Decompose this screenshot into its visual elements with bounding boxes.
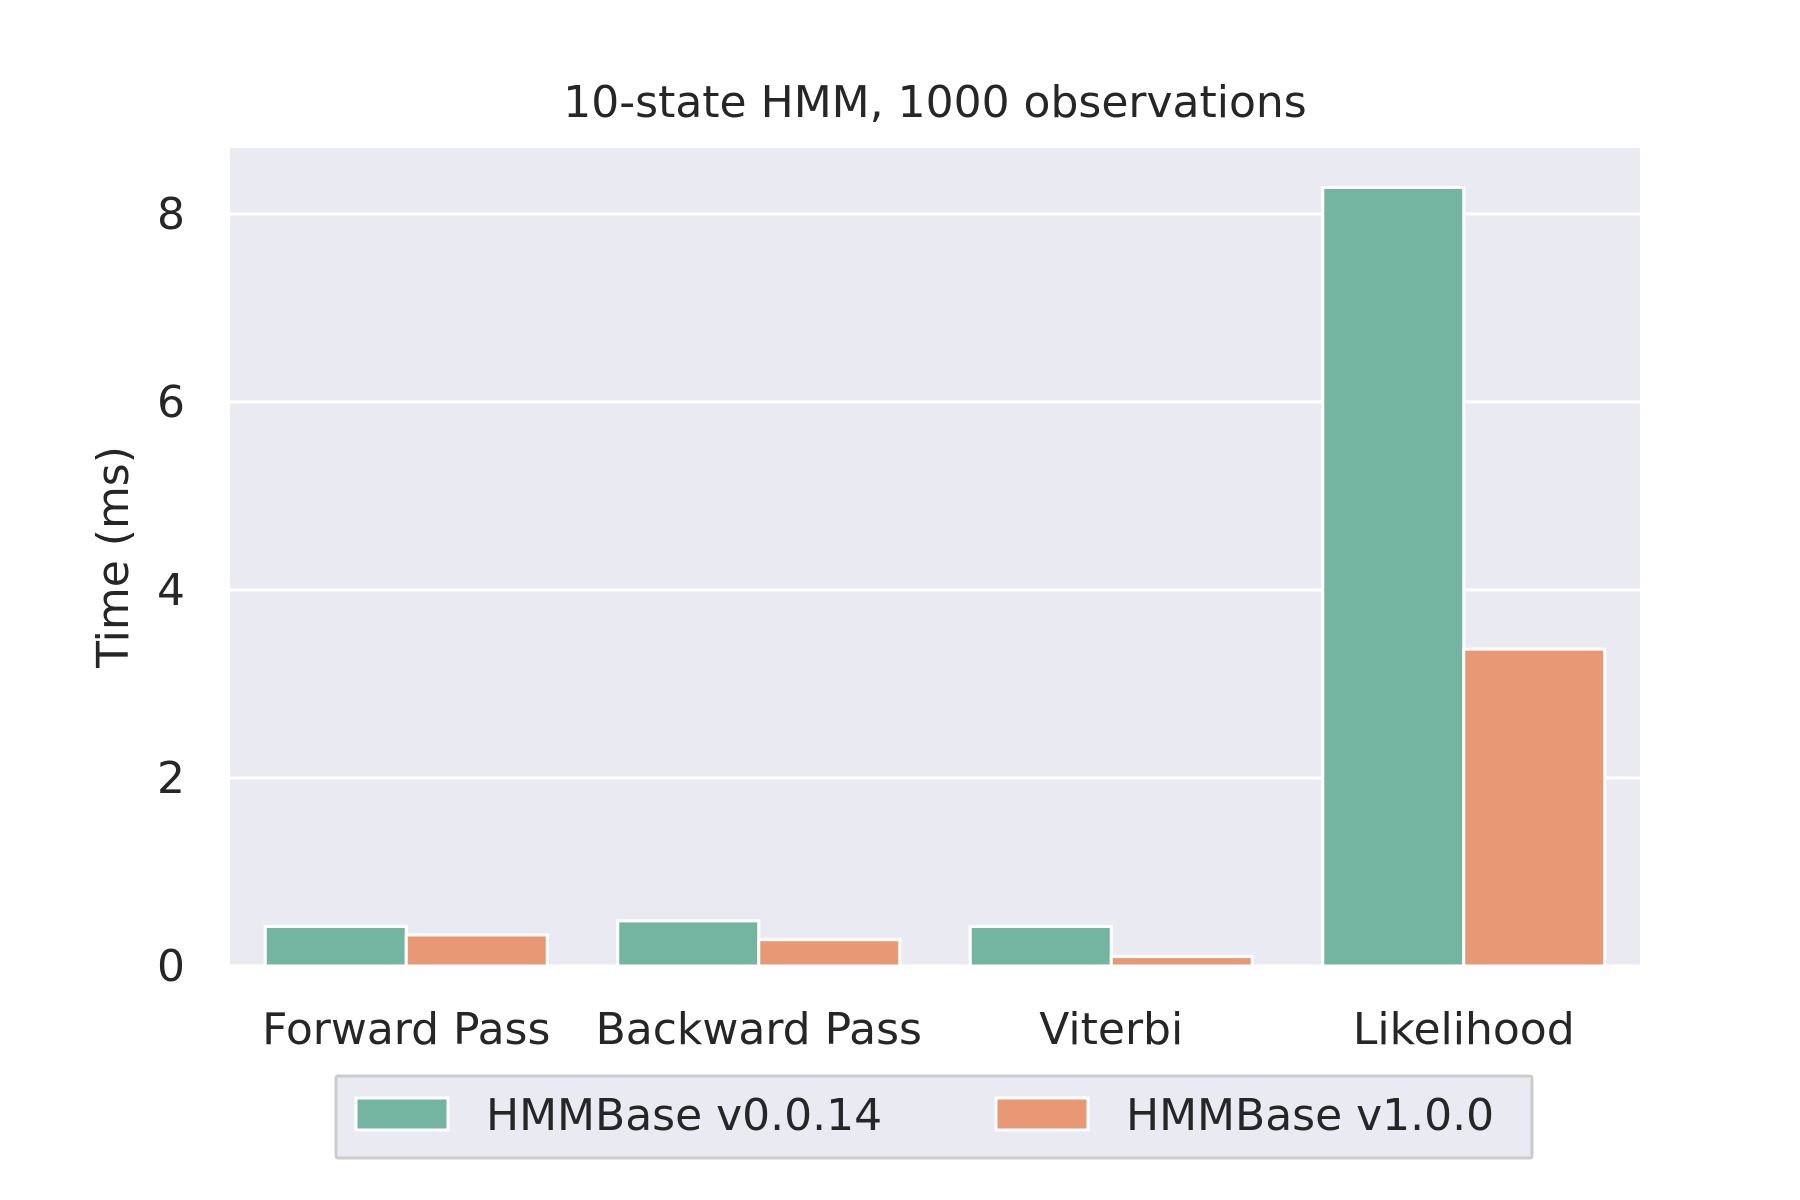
bars [263, 185, 1607, 968]
y-tick-label: 2 [157, 753, 185, 804]
chart-title: 10-state HMM, 1000 observations [563, 77, 1306, 128]
y-axis-ticks: 0 2 4 6 8 [157, 189, 185, 992]
x-tick-label: Backward Pass [596, 1004, 922, 1055]
x-tick-label: Likelihood [1353, 1004, 1575, 1055]
bar-likelihood-series-2 [1462, 647, 1607, 968]
y-tick-label: 4 [157, 565, 185, 616]
bar-backward-pass-series-1 [616, 919, 761, 968]
y-tick-label: 6 [157, 377, 185, 428]
legend-swatch [994, 1096, 1090, 1132]
bar-forward-pass-series-1 [263, 925, 408, 968]
x-axis-ticks: Forward Pass Backward Pass Viterbi Likeliho… [262, 1004, 1575, 1055]
legend: HMMBase v0.0.14 HMMBase v1.0.0 [334, 1074, 1534, 1160]
x-tick-label: Viterbi [1039, 1004, 1183, 1055]
y-axis-label: Time (ms) [88, 446, 139, 669]
bar-forward-pass-series-2 [404, 933, 549, 968]
legend-label: HMMBase v0.0.14 [486, 1090, 882, 1141]
legend-label: HMMBase v1.0.0 [1126, 1090, 1494, 1141]
x-tick-label: Forward Pass [262, 1004, 550, 1055]
legend-swatch [354, 1096, 450, 1132]
y-tick-label: 8 [157, 189, 185, 240]
bar-viterbi-series-2 [1109, 955, 1254, 968]
bar-likelihood-series-1 [1321, 185, 1466, 968]
bar-backward-pass-series-2 [757, 938, 902, 968]
legend-box [334, 1074, 1534, 1160]
y-tick-label: 0 [157, 941, 185, 992]
bar-viterbi-series-1 [968, 925, 1113, 968]
